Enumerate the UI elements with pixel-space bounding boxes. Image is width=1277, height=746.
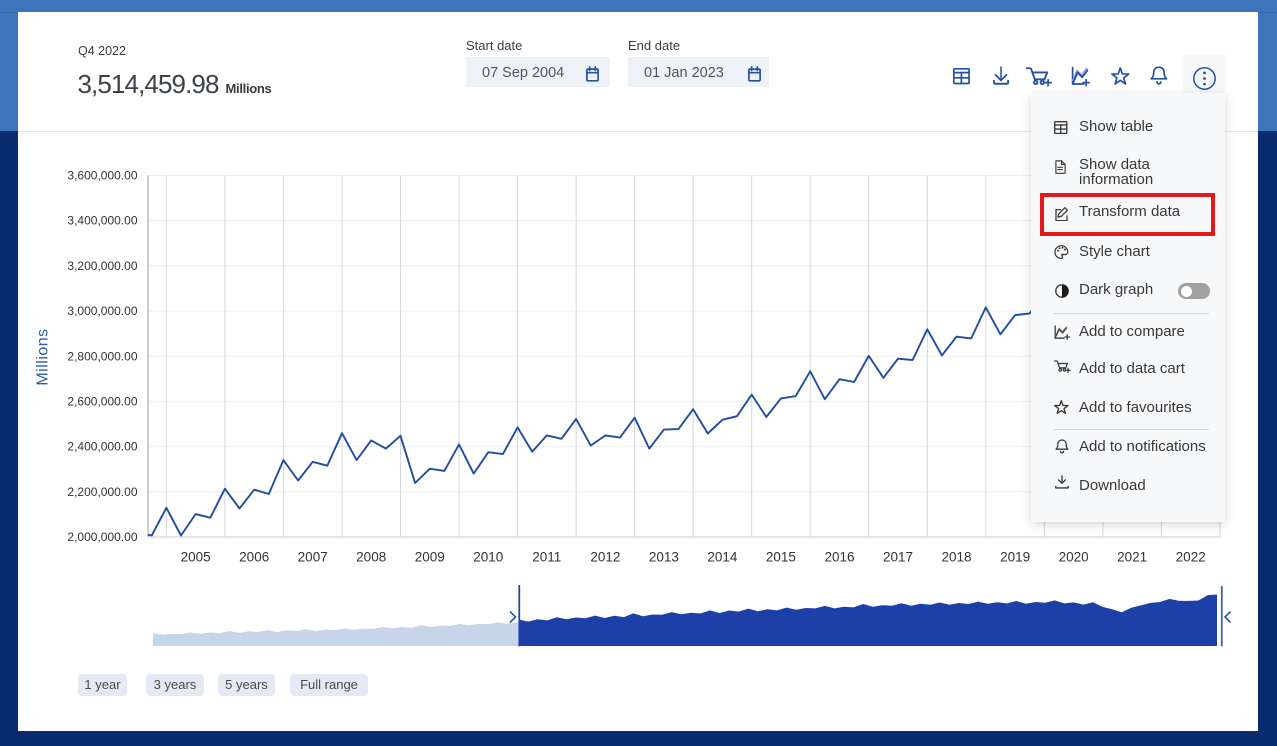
svg-text:2009: 2009 — [415, 550, 445, 565]
svg-text:2016: 2016 — [824, 550, 854, 565]
svg-text:3,600,000.00: 3,600,000.00 — [67, 169, 137, 183]
svg-text:2012: 2012 — [590, 550, 620, 565]
svg-text:2007: 2007 — [298, 550, 328, 565]
svg-text:2011: 2011 — [532, 550, 561, 565]
svg-text:2014: 2014 — [707, 550, 738, 565]
svg-text:Millions: Millions — [34, 328, 51, 385]
svg-text:2005: 2005 — [181, 550, 211, 565]
svg-text:2017: 2017 — [883, 550, 913, 565]
svg-text:2022: 2022 — [1176, 550, 1206, 565]
svg-text:2021: 2021 — [1117, 550, 1147, 565]
svg-text:2,000,000.00: 2,000,000.00 — [67, 530, 137, 544]
svg-text:2,200,000.00: 2,200,000.00 — [67, 485, 137, 499]
svg-text:3,000,000.00: 3,000,000.00 — [67, 304, 137, 318]
svg-text:2019: 2019 — [1000, 550, 1030, 565]
svg-text:2008: 2008 — [356, 550, 386, 565]
svg-text:2018: 2018 — [941, 550, 971, 565]
svg-text:2,600,000.00: 2,600,000.00 — [67, 395, 137, 409]
svg-text:2006: 2006 — [239, 550, 269, 565]
svg-text:2020: 2020 — [1059, 550, 1089, 565]
svg-text:2,400,000.00: 2,400,000.00 — [67, 440, 137, 454]
svg-text:2015: 2015 — [766, 550, 796, 565]
svg-text:3,200,000.00: 3,200,000.00 — [67, 259, 137, 273]
svg-text:2010: 2010 — [473, 550, 503, 565]
svg-text:3,400,000.00: 3,400,000.00 — [67, 214, 137, 228]
svg-text:2013: 2013 — [649, 550, 679, 565]
svg-text:2,800,000.00: 2,800,000.00 — [67, 349, 137, 363]
